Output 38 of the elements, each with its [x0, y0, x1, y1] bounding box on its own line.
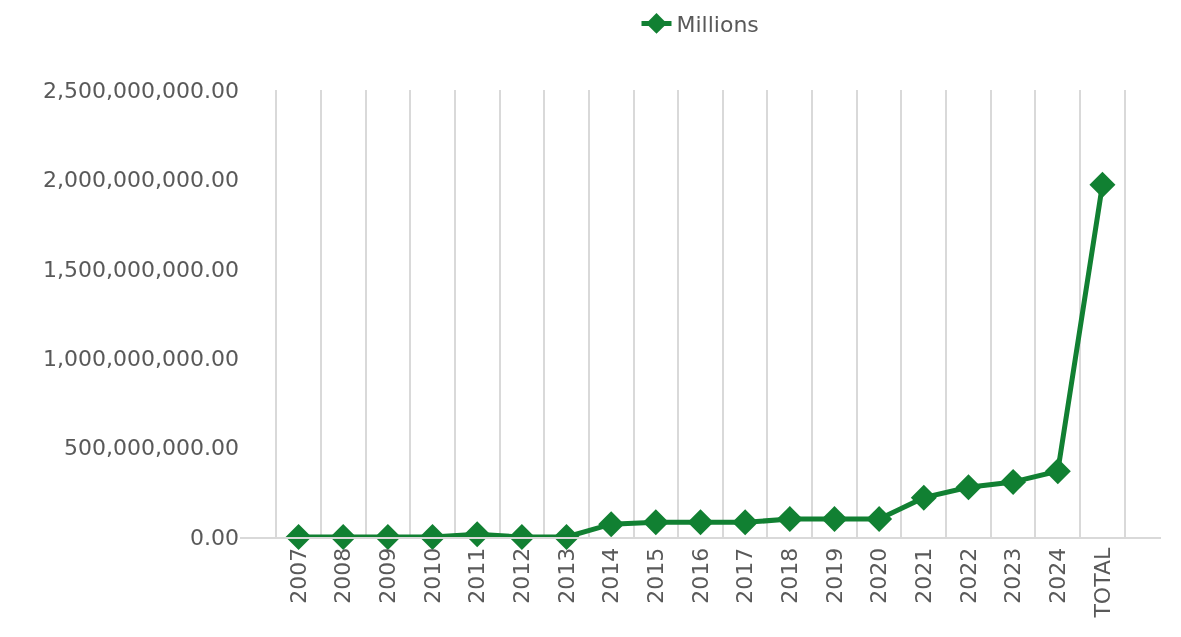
x-tick-label: 2008	[330, 547, 356, 604]
y-tick-label: 2,500,000,000.00	[43, 77, 239, 103]
x-tick-label: 2022	[955, 547, 981, 604]
point	[598, 511, 625, 538]
point	[910, 484, 937, 511]
point	[955, 474, 982, 501]
x-tick-label: 2013	[553, 547, 579, 604]
y-tick-label: 500,000,000.00	[64, 435, 239, 461]
x-tick-label: 2024	[1044, 547, 1070, 604]
point	[776, 506, 803, 533]
x-tick-label: 2011	[464, 547, 490, 604]
x-tick-label: 2009	[375, 547, 401, 604]
point	[821, 506, 848, 533]
x-tick-label: 2012	[509, 547, 535, 604]
x-tick-label: 2023	[1000, 547, 1026, 604]
y-tick-label: 1,500,000,000.00	[43, 256, 239, 282]
point	[1089, 171, 1116, 198]
x-tick-label: 2007	[285, 547, 311, 604]
x-tick-label: 2010	[419, 547, 445, 604]
y-tick-label: 0.00	[190, 524, 239, 550]
point	[642, 509, 669, 536]
point	[732, 509, 759, 536]
point	[1044, 458, 1071, 485]
x-tick-label: 2020	[866, 547, 892, 604]
x-tick-label: 2016	[687, 547, 713, 604]
x-tick-label: 2015	[642, 547, 668, 604]
x-tick-label: 2021	[910, 547, 936, 604]
point	[687, 509, 714, 536]
y-tick-label: 1,000,000,000.00	[43, 345, 239, 371]
x-tick-label: 2019	[821, 547, 847, 604]
x-tick-label: 2018	[776, 547, 802, 604]
legend-label: Millions	[676, 11, 759, 37]
x-tick-label: TOTAL	[1089, 547, 1115, 619]
point	[1000, 468, 1027, 495]
point	[866, 506, 893, 533]
x-tick-label: 2014	[598, 547, 624, 604]
y-tick-label: 2,000,000,000.00	[43, 167, 239, 193]
x-tick-label: 2017	[732, 547, 758, 604]
